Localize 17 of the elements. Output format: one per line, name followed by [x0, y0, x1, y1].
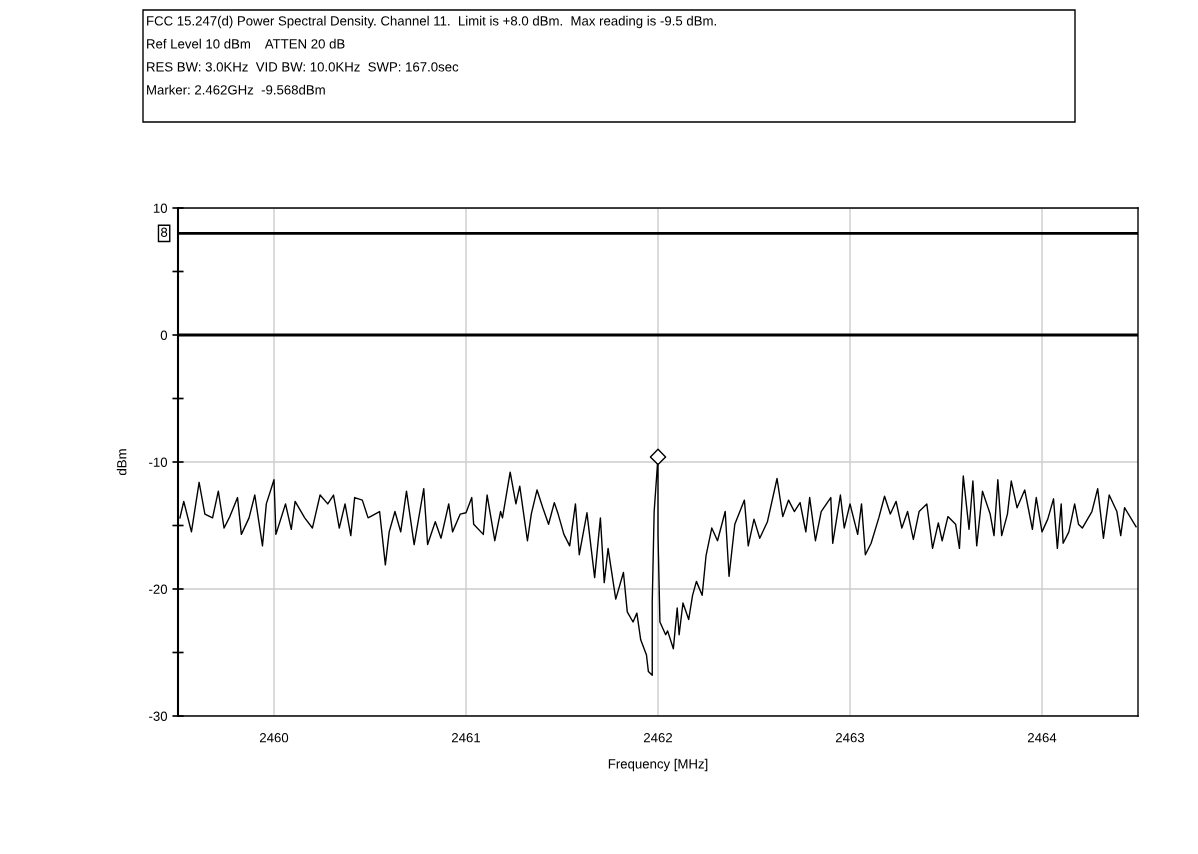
- y-tick-label: -20: [149, 584, 168, 594]
- y-tick-label: 10: [153, 203, 168, 213]
- x-tick-label: 2461: [451, 733, 481, 743]
- x-tick-label: 2464: [1027, 733, 1057, 743]
- x-axis-title: Frequency [MHz]: [608, 758, 708, 772]
- chart-title: FCC 15.247(d) Power Spectral Density. Channel 11. Limit is +8.0 dBm. Max reading is -9.5 dBm.: [147, 15, 716, 29]
- x-tick-label: 2463: [835, 733, 865, 743]
- y-tick-label: -10: [149, 457, 168, 467]
- y-axis-title: dBm: [116, 449, 127, 476]
- text: Marker: 2.462GHz -9.568dBm: [147, 84, 325, 95]
- ref-line-label: 8: [161, 227, 168, 237]
- text: RES BW: 3.0KHz VID BW: 10.0KHz SWP: 167.0sec: [147, 62, 459, 72]
- x-tick-label: 2460: [259, 733, 289, 743]
- x-tick-label: 2462: [643, 733, 673, 743]
- y-tick-label: -30: [149, 711, 168, 721]
- text: Ref Level 10 dBm ATTEN 20 dB: [147, 38, 345, 49]
- y-tick-label: 0: [160, 330, 168, 340]
